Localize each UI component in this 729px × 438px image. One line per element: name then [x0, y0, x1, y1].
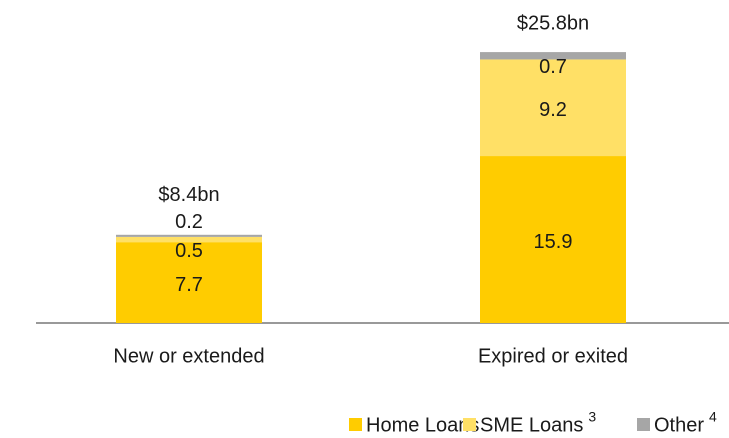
legend-label: SME Loans — [480, 414, 583, 436]
legend-footnote: 4 — [709, 409, 717, 425]
total-label: $25.8bn — [517, 12, 589, 34]
legend-label: Other — [654, 414, 704, 436]
legend-swatch — [637, 418, 650, 431]
bar-segment — [480, 59, 626, 157]
bar-segment — [480, 156, 626, 323]
legend-label: Home Loans — [366, 414, 479, 436]
bar-segment — [116, 236, 262, 243]
data-label: 0.7 — [539, 56, 567, 78]
legend-swatch — [349, 418, 362, 431]
category-label: Expired or exited — [478, 345, 628, 367]
data-label: 7.7 — [175, 274, 203, 296]
data-label: 0.2 — [175, 211, 203, 233]
legend-footnote: 3 — [588, 409, 596, 425]
total-label: $8.4bn — [158, 184, 219, 206]
bar-segment — [116, 234, 262, 237]
legend-swatch — [463, 418, 476, 431]
data-label: 15.9 — [534, 231, 573, 253]
data-label: 9.2 — [539, 99, 567, 121]
category-label: New or extended — [113, 345, 264, 367]
data-label: 0.5 — [175, 240, 203, 262]
bar-segment — [480, 52, 626, 60]
bar-segment — [116, 242, 262, 323]
